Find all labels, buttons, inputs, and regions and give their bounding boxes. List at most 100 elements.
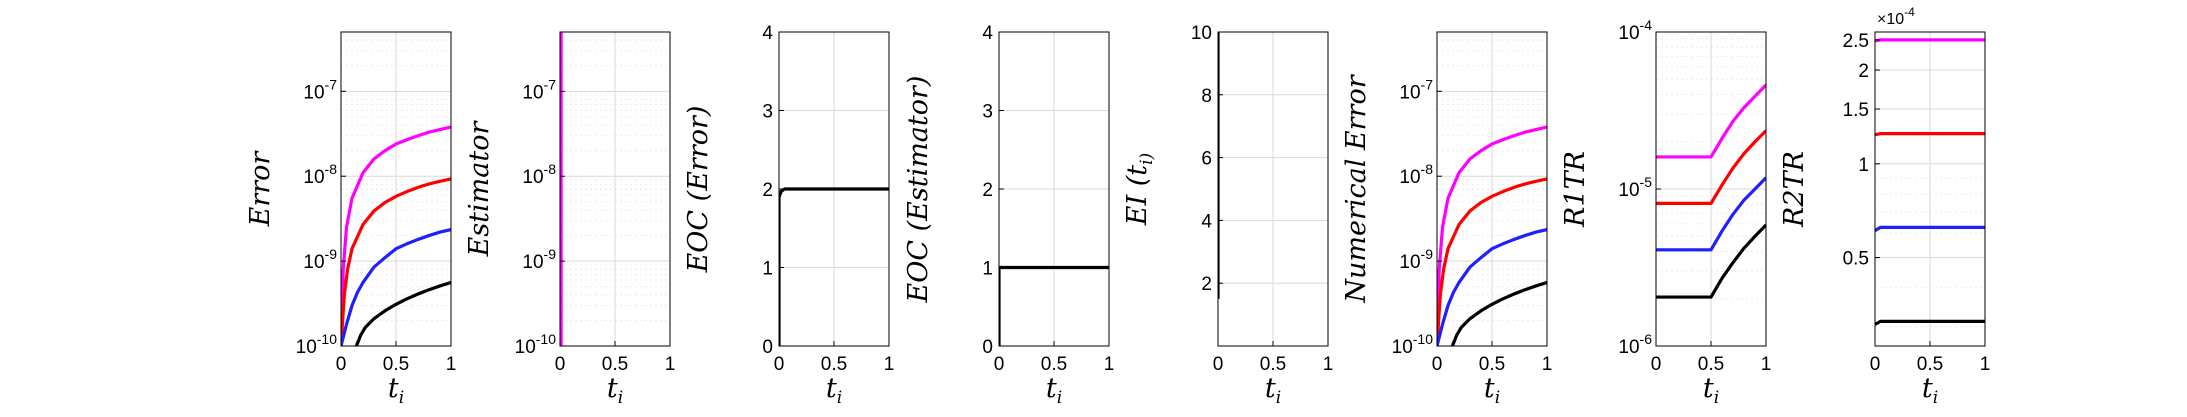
y-tick-label: 8 [1201,86,1212,107]
x-tick-label: 0 [994,354,1005,375]
series-group [1875,38,1985,326]
x-tick-label: 1 [884,354,895,375]
series-group [560,32,563,346]
y-tick-label: 10-7 [303,76,337,103]
y-tick-label: 10-8 [303,161,337,188]
y-tick-label: 4 [1201,211,1212,232]
y-tick-label: 10-9 [303,246,337,273]
x-axis-label: ti [1484,373,1500,408]
y-tick-label: 1.5 [1843,100,1869,121]
y-axis-label: R1TR [1560,151,1591,228]
x-tick-label: 0.5 [1698,354,1724,375]
x-axis-label: ti [388,373,404,408]
y-tick-label: 10-5 [1618,174,1652,201]
chart-panel-0: 0 0.5 1 10-10 10-9 10-8 10-7 ti Error [245,31,456,408]
x-axis-label: ti [1922,373,1938,408]
axis-multiplier: ×10-4 [1877,5,1915,28]
y-axis-label: R2TR [1779,151,1810,228]
y-tick-label: 10-8 [1399,161,1433,188]
y-tick-label: 10-4 [1618,17,1652,44]
series-line-blue [341,228,451,346]
y-tick-label: 2 [982,180,993,201]
y-axis-label: EOC (Error) [683,106,714,274]
x-tick-label: 1 [1761,354,1772,375]
y-axis-label: Error [245,150,276,228]
x-axis-label: ti [1703,373,1719,408]
chart-panel-2: 0 0.5 1 0 1 2 3 4 ti EOC (Error) [683,23,894,408]
x-tick-label: 0.5 [1041,354,1067,375]
x-tick-label: 0 [555,354,566,375]
y-tick-label: 1 [762,259,773,280]
y-tick-label: 0 [762,337,773,358]
series-line-black [779,187,889,346]
series-line-black [1875,319,1985,326]
x-axis-label: ti [1265,373,1281,408]
x-tick-label: 0.5 [602,354,628,375]
y-tick-label: 10-8 [522,161,556,188]
y-tick-label: 10-10 [515,331,557,358]
y-axis-label: EOC (Estimator) [903,76,934,304]
chart-panel-1: 0 0.5 1 10-10 10-9 10-8 10-7 ti Estimator [464,31,676,408]
x-axis-label: ti [826,373,842,408]
y-tick-label: 0 [982,337,993,358]
series-line-blue [1437,228,1547,346]
y-tick-label: 0.5 [1843,249,1869,270]
series-line-magenta [341,125,451,346]
y-tick-label: 2 [1201,274,1212,295]
series-group [1656,83,1766,299]
y-tick-label: 2 [762,180,773,201]
x-axis-label: ti [1046,373,1062,408]
series-line-red [1437,177,1547,346]
y-tick-label: 10-10 [296,331,338,358]
y-axis-label: Estimator [464,120,495,258]
series-line-black [354,280,451,346]
x-tick-label: 0 [1870,354,1881,375]
chart-panel-4: 0 0.5 1 2 4 6 8 10 ti EI (ti) [1122,23,1333,408]
series-line-magenta [1875,38,1985,43]
x-tick-label: 0.5 [1479,354,1505,375]
y-tick-label: 10-7 [1399,76,1433,103]
y-axis-label: EI (ti) [1122,153,1157,226]
y-tick-label: 10-9 [522,246,556,273]
series-group [1437,125,1547,346]
x-tick-label: 0.5 [383,354,409,375]
series-line-red [341,177,451,346]
chart-panel-3: 0 0.5 1 0 1 2 3 4 ti EOC (Estimator) [903,23,1114,408]
x-tick-label: 0 [774,354,785,375]
y-tick-label: 10-9 [1399,246,1433,273]
series-line-red [1875,132,1985,137]
series-line-magenta [1656,83,1766,159]
chart-panel-5: 0 0.5 1 10-10 10-9 10-8 10-7 ti Numerical Error [1341,31,1552,408]
y-tick-label: 4 [982,23,993,44]
series-group [779,187,889,346]
x-tick-label: 0.5 [821,354,847,375]
x-tick-label: 0 [336,354,347,375]
y-tick-label: 1 [1858,155,1869,176]
x-tick-label: 1 [1323,354,1334,375]
y-tick-label: 2.5 [1843,31,1869,52]
y-tick-label: 10-7 [522,76,556,103]
y-axis-label: Numerical Error [1341,73,1372,303]
series-line-black [1450,280,1547,346]
y-tick-label: 10 [1191,23,1212,44]
chart-panel-6: 0 0.5 1 10-6 10-5 10-4 ti R1TR [1560,17,1771,408]
y-tick-label: 10-6 [1618,331,1652,358]
x-tick-label: 1 [665,354,676,375]
y-tick-label: 6 [1201,149,1212,170]
series-line-magenta [1437,125,1547,346]
x-tick-label: 0 [1651,354,1662,375]
series-line-blue [1656,176,1766,252]
y-tick-label: 2 [1858,61,1869,82]
series-group [341,125,451,346]
x-tick-label: 1 [1980,354,1991,375]
series-line-red [1656,129,1766,205]
y-tick-label: 3 [762,102,773,123]
y-tick-label: 3 [982,102,993,123]
series-line-blue [1875,225,1985,233]
x-tick-label: 0.5 [1260,354,1286,375]
x-tick-label: 0 [1213,354,1224,375]
x-tick-label: 1 [1104,354,1115,375]
x-axis-label: ti [607,373,623,408]
x-tick-label: 0 [1432,354,1443,375]
